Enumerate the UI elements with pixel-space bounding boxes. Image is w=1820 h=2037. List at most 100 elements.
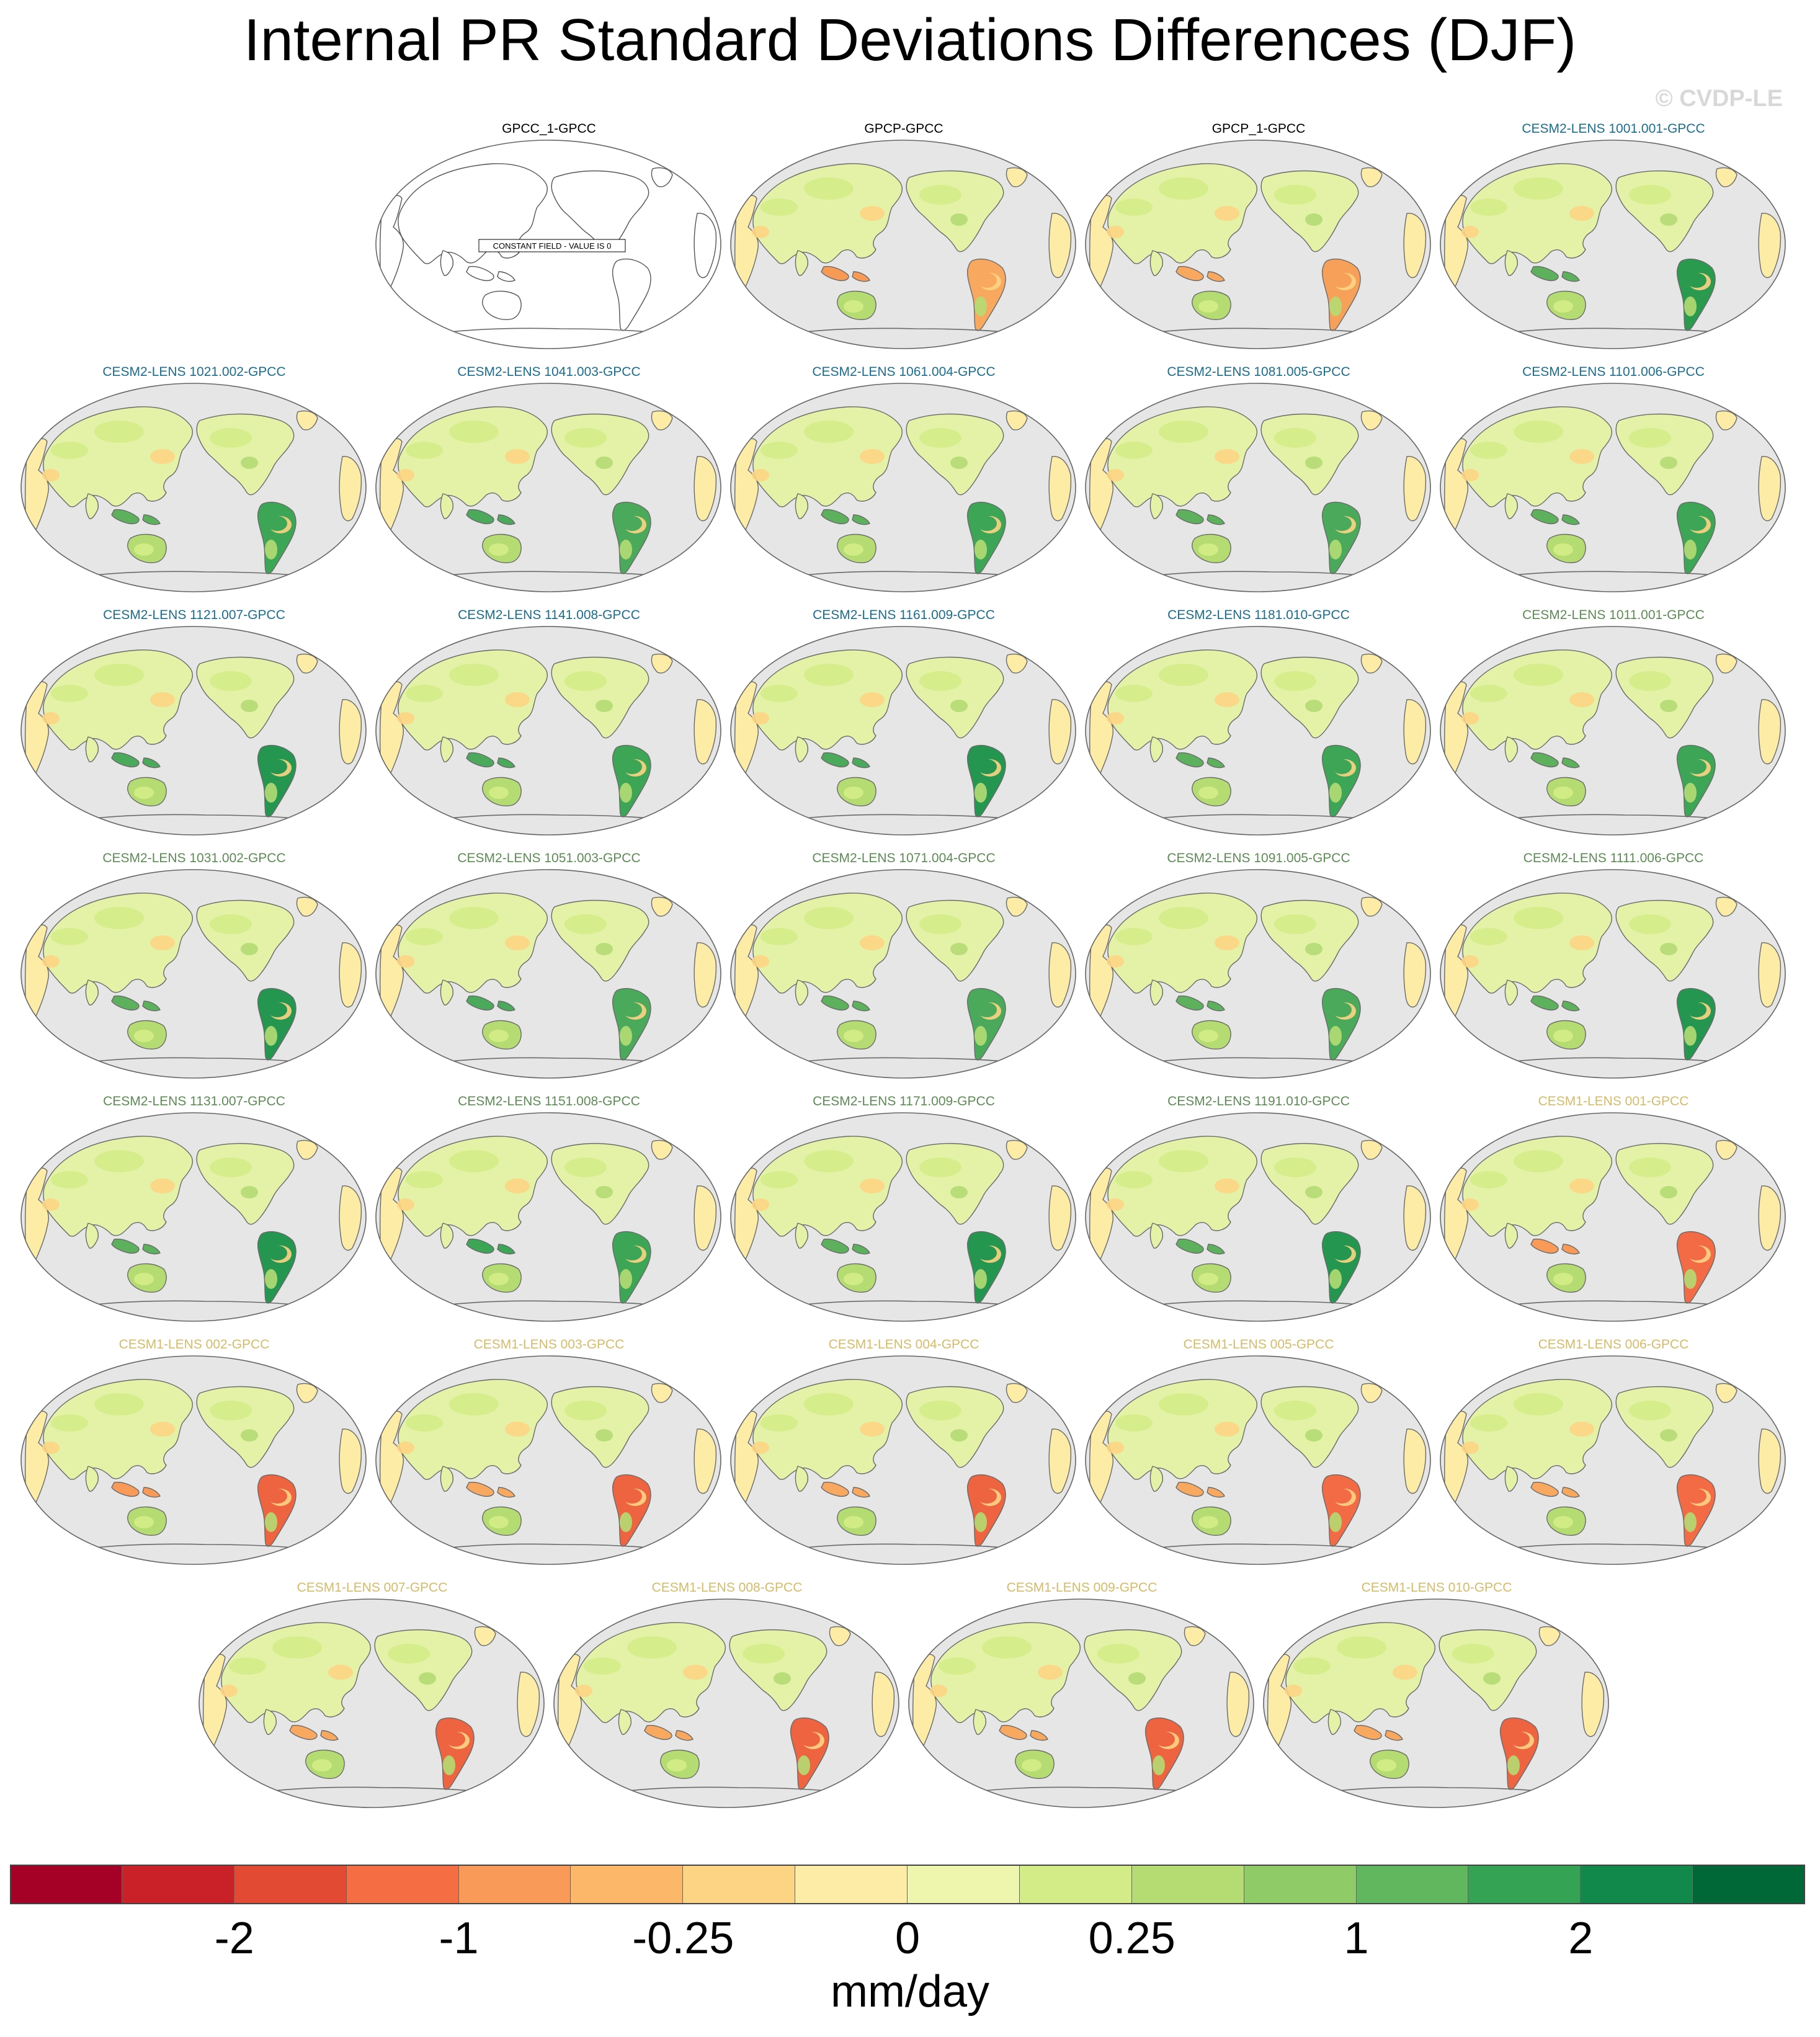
maritime-continent-landmass [466,995,515,1012]
east-edge-landmass [1048,699,1072,765]
amazon-field-patch [977,1246,997,1260]
world-map [730,383,1076,592]
field-patch [1684,540,1697,559]
maritime-continent-landmass [644,1724,694,1741]
panel-title: CESM2-LENS 1031.002-GPCC [102,851,286,865]
india-landmass [1149,250,1163,276]
field-patch [1629,914,1671,934]
greenland-landmass [1006,410,1028,430]
field-patch [489,1516,509,1528]
east-edge-landmass [1758,213,1782,279]
field-patch [761,1171,798,1188]
world-map [375,626,721,836]
field-patch [210,428,252,448]
india-landmass [618,1709,631,1735]
greenland-landmass [1360,1139,1383,1160]
field-patch [449,1393,499,1415]
east-edge-landmass [1048,1185,1072,1251]
field-patch [930,1685,947,1697]
maritime-continent-landmass [289,1724,339,1741]
world-map [1440,383,1786,592]
world-map [20,1355,367,1565]
amazon-field-patch [1332,516,1352,531]
field-patch [950,943,968,955]
field-patch [1274,1157,1316,1177]
map-border [199,1598,545,1808]
field-patch [860,935,885,950]
field-patch [596,1186,613,1198]
map-panel: CESM2-LENS 1111.006-GPCC [1439,851,1788,1082]
field-patch [1274,671,1316,691]
map-border [375,1355,721,1565]
field-patch [1452,1644,1494,1664]
map-border [553,1598,899,1808]
field-patch [1329,1026,1342,1046]
field-patch [134,543,154,556]
greenland-landmass [1715,410,1737,430]
field-patch [1274,185,1316,205]
map-panel: CESM2-LENS 1121.007-GPCC [20,608,368,839]
field-patch [1293,1657,1331,1675]
greenland-landmass [1360,167,1383,187]
map-border [20,1112,367,1322]
india-landmass [85,736,99,762]
field-patch [406,1414,443,1432]
field-patch [42,469,60,481]
map-border [1440,140,1786,349]
field-patch [1107,226,1124,238]
world-map [1085,1112,1431,1322]
field-patch [1159,177,1208,200]
field-patch [1198,1273,1218,1285]
map-panel: CESM2-LENS 1091.005-GPCC [1084,851,1433,1082]
map-border [730,626,1076,836]
field-patch [752,955,769,968]
map-border [1085,1112,1431,1322]
field-patch [1461,955,1479,968]
asia-landmass [398,1136,548,1237]
field-patch [1514,177,1563,200]
map-panel: CESM2-LENS 1071.004-GPCC [729,851,1078,1082]
amazon-field-patch [977,1489,997,1504]
field-patch [1305,1186,1323,1198]
field-patch [860,449,885,464]
map-border [20,383,367,592]
world-map [1440,1112,1786,1322]
field-patch [1215,935,1239,950]
east-edge-landmass [694,1429,717,1494]
field-patch [1569,935,1594,950]
field-patch [844,1516,863,1528]
field-patch [51,1171,88,1188]
field-patch [975,1026,987,1046]
map-panel: CESM1-LENS 008-GPCC [553,1580,901,1811]
field-patch [42,712,60,724]
field-patch [265,540,277,559]
field-patch [752,469,769,481]
india-landmass [440,250,453,276]
india-landmass [440,493,453,519]
field-patch [804,1150,854,1172]
map-border [20,869,367,1079]
colorbar-swatch [795,1865,908,1904]
world-map [1085,869,1431,1079]
amazon-field-patch [1332,273,1352,288]
maritime-continent-landmass [111,995,161,1012]
india-landmass [85,979,99,1005]
panel-title: CESM2-LENS 1101.006-GPCC [1522,365,1705,379]
field-patch [1305,943,1323,955]
field-patch [1215,1179,1239,1193]
map-panel: GPCP_1-GPCC [1084,122,1433,352]
field-patch [1329,783,1342,803]
east-edge-landmass [339,1429,362,1494]
field-patch [397,955,414,968]
maritime-continent-landmass [466,752,515,769]
field-patch [1470,1414,1507,1432]
map-border [375,626,721,836]
asia-landmass [1462,163,1613,264]
maritime-continent-landmass [1530,1481,1580,1498]
field-patch [210,1401,252,1420]
field-patch [844,300,863,313]
field-patch [804,664,854,686]
panel-title: CESM2-LENS 1171.009-GPCC [813,1094,995,1108]
field-patch [1159,664,1208,686]
field-patch [406,442,443,459]
